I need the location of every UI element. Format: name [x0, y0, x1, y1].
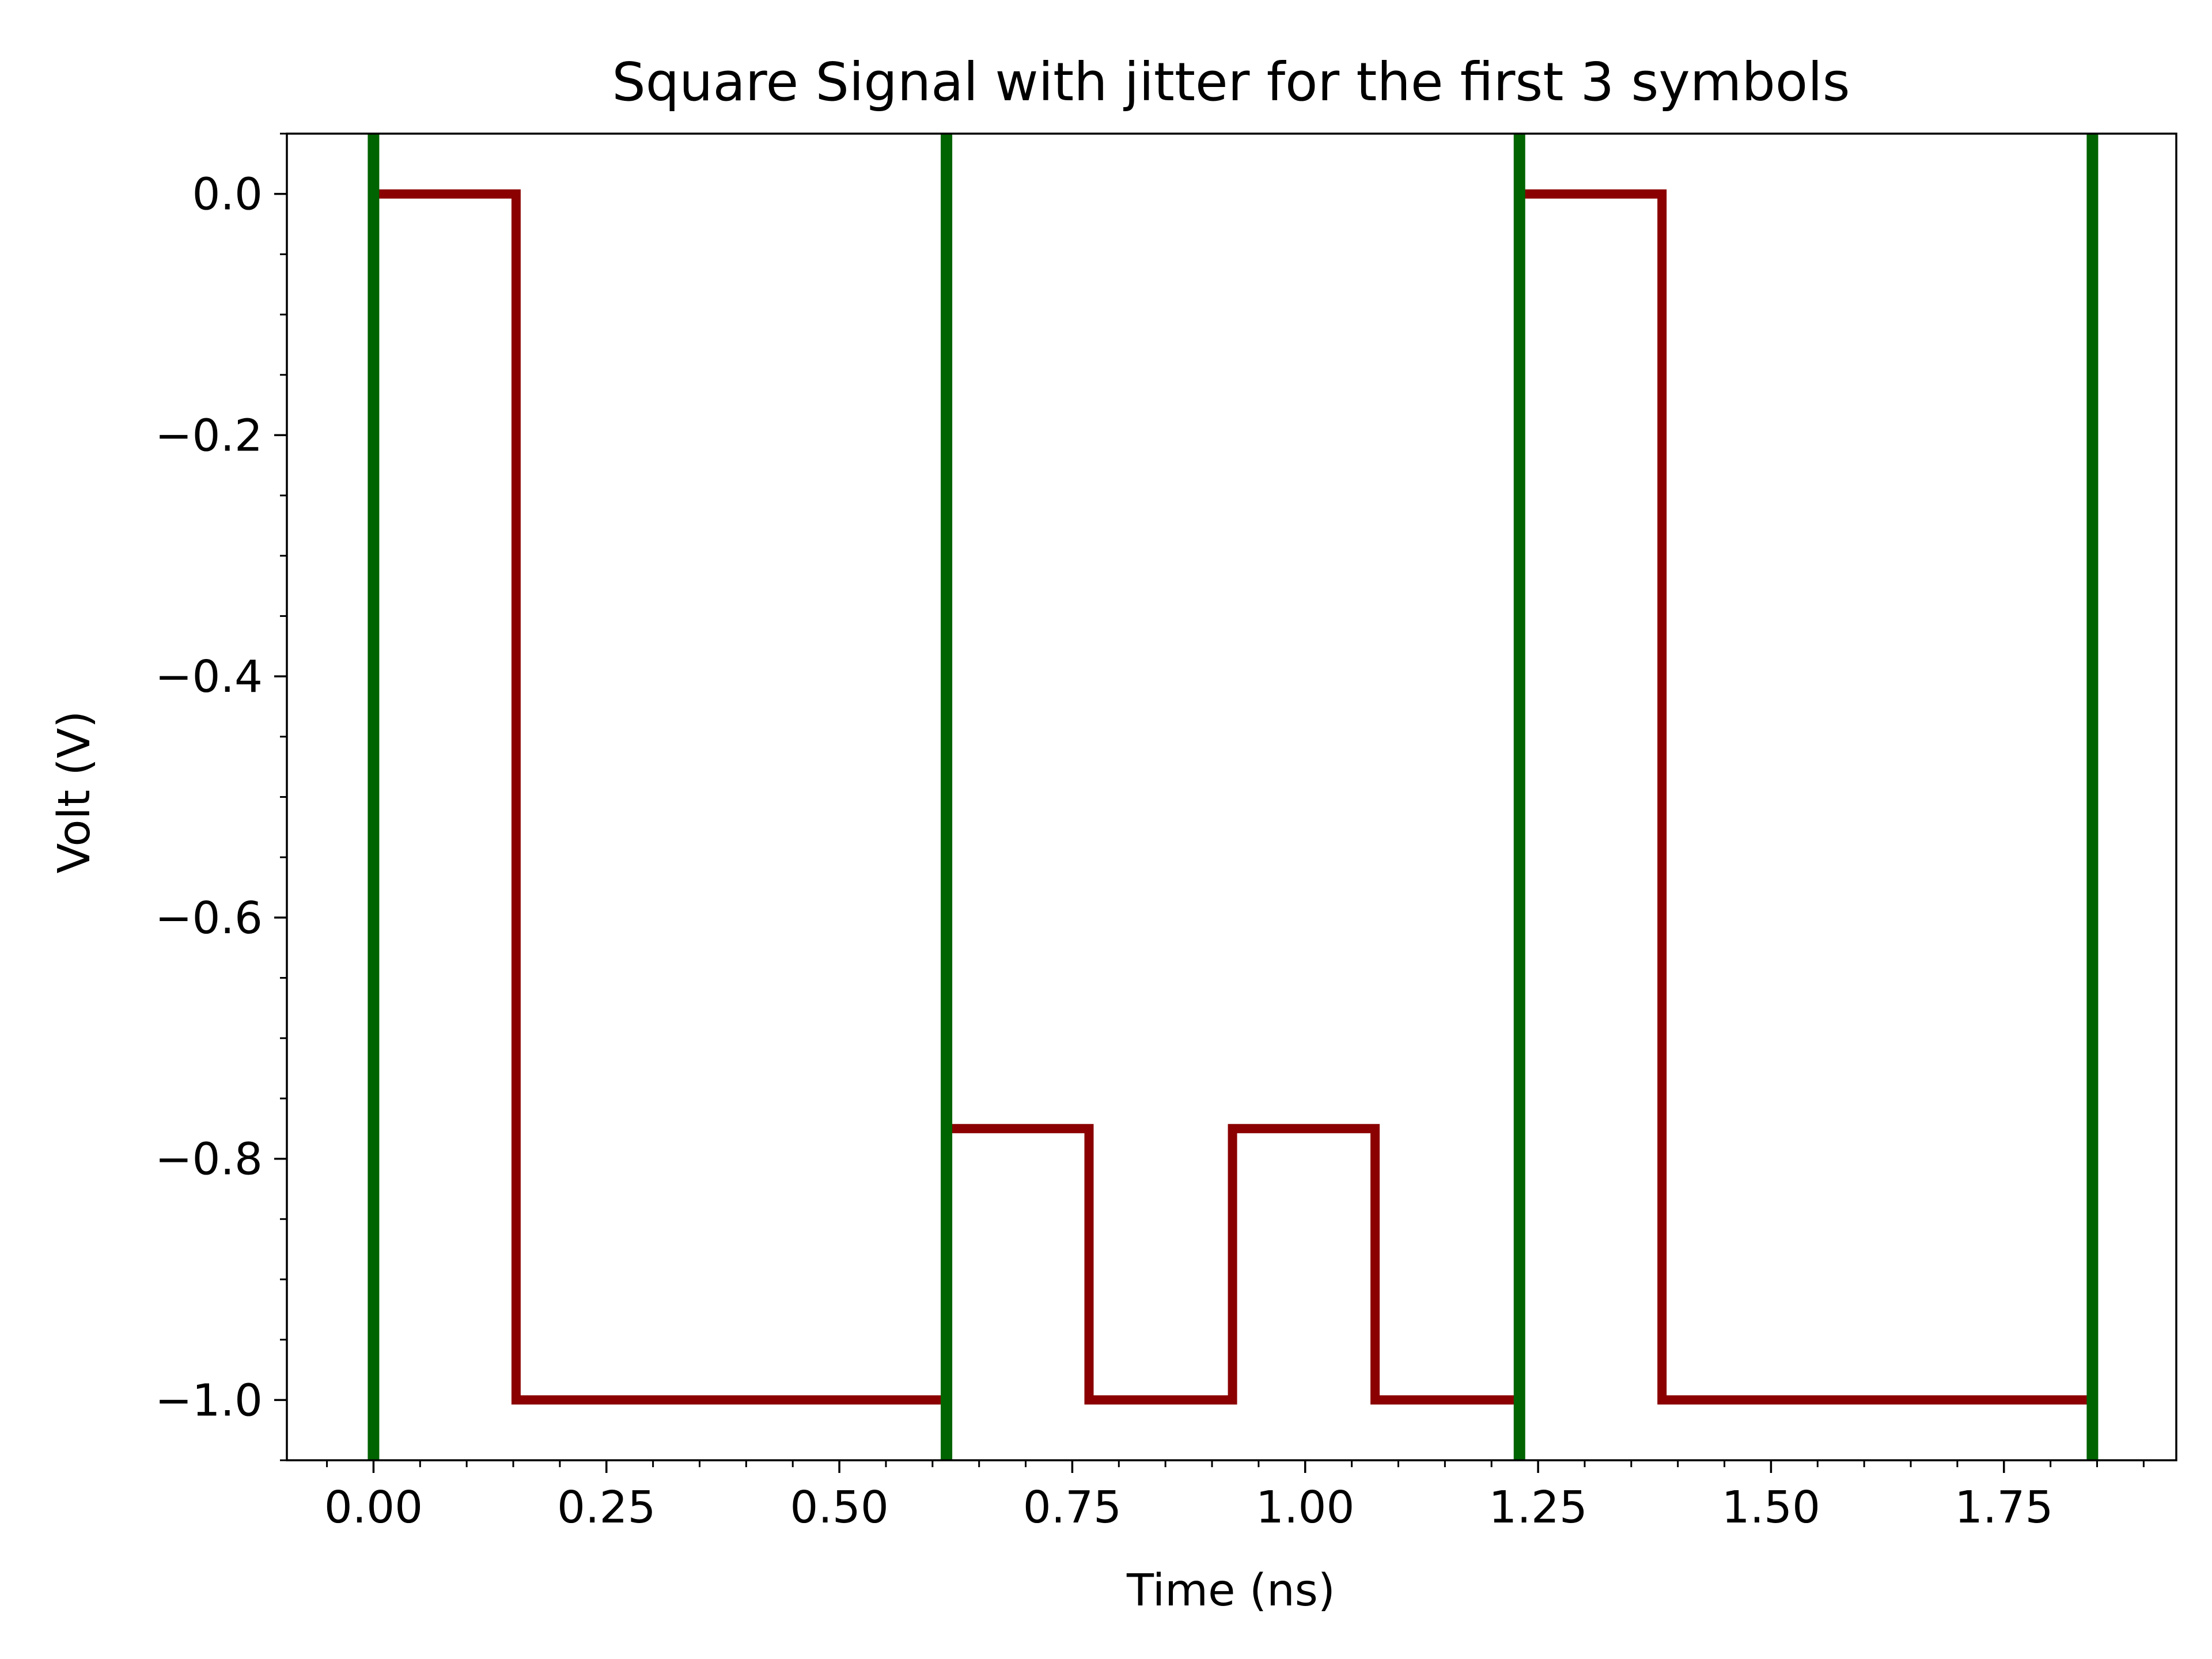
symbol-boundary-lines — [368, 134, 2099, 1460]
x-tick-label: 0.50 — [790, 1482, 888, 1533]
y-tick-label: −0.2 — [155, 410, 263, 461]
x-tick-label: 0.75 — [1023, 1482, 1122, 1533]
series-layer — [373, 189, 2093, 1405]
chart-title: Square Signal with jitter for the first … — [612, 51, 1850, 113]
y-axis-ticks: 0.0 −0.2 −0.4 −0.6 −0.8 −1.0 — [155, 132, 287, 1461]
x-axis-label: Time (ns) — [1126, 1565, 1335, 1616]
signal-series-line — [373, 189, 2093, 1405]
plot-frame — [286, 132, 2177, 1461]
x-axis-ticks: 0.00 0.25 0.50 0.75 1.00 1.25 1.50 1.75 — [324, 1460, 2145, 1533]
x-tick-label: 1.50 — [1722, 1482, 1820, 1533]
x-tick-label: 1.25 — [1488, 1482, 1587, 1533]
y-tick-label: 0.0 — [192, 169, 263, 221]
y-tick-label: −0.4 — [155, 652, 263, 703]
y-tick-label: −0.6 — [155, 893, 263, 944]
x-tick-label: 1.75 — [1955, 1482, 2053, 1533]
y-tick-label: −0.8 — [155, 1134, 263, 1185]
y-axis-label: Volt (V) — [49, 711, 100, 874]
x-tick-label: 1.00 — [1256, 1482, 1354, 1533]
y-tick-label: −1.0 — [155, 1375, 263, 1426]
x-tick-label: 0.00 — [324, 1482, 423, 1533]
x-tick-label: 0.25 — [557, 1482, 656, 1533]
